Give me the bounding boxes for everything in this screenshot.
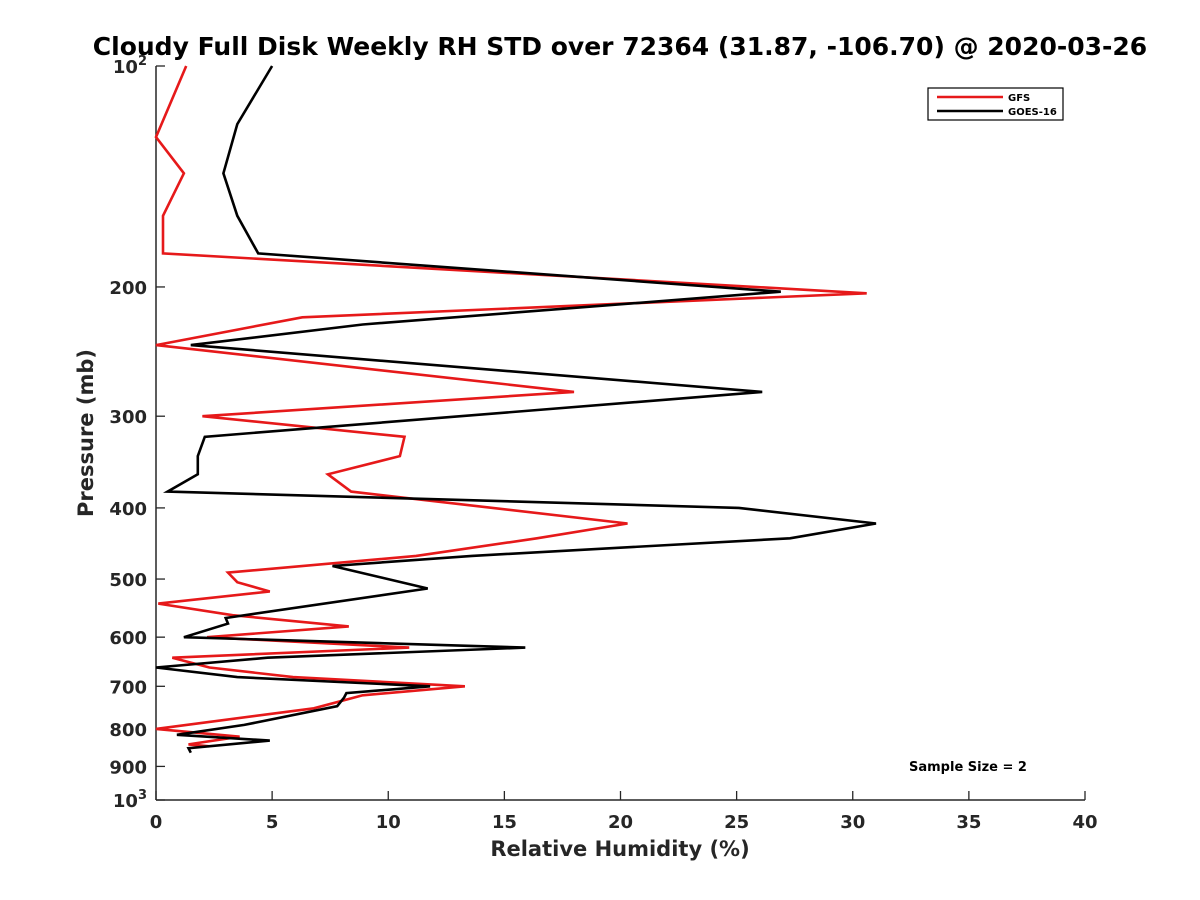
y-tick-label: 300	[109, 407, 147, 428]
x-tick-label: 30	[840, 812, 865, 833]
legend-box	[927, 87, 1064, 121]
y-axis-label: Pressure (mb)	[74, 349, 98, 517]
y-tick-label: 800	[109, 720, 147, 741]
x-tick-label: 5	[266, 812, 279, 833]
sample-size-annotation: Sample Size = 2	[909, 760, 1027, 775]
y-tick-label: 500	[109, 570, 147, 591]
x-tick-label: 15	[492, 812, 517, 833]
y-tick-label: 400	[109, 499, 147, 520]
x-tick-label: 35	[956, 812, 981, 833]
x-axis-ticks: 0 5 10 15 20 25 30 35 40	[150, 791, 1098, 833]
y-tick-label: 200	[109, 278, 147, 299]
x-tick-label: 20	[608, 812, 633, 833]
y-axis-ticks: 102 200 300 400 500 600 700 800 900 103	[109, 54, 165, 812]
y-tick-label: 900	[109, 757, 147, 778]
x-tick-label: 25	[724, 812, 749, 833]
series-layer	[154, 65, 877, 754]
legend: GFS GOES-16	[927, 87, 1064, 121]
x-tick-label: 10	[376, 812, 401, 833]
series-line-gfs	[154, 65, 867, 748]
x-tick-label: 0	[150, 812, 163, 833]
x-axis-label: Relative Humidity (%)	[490, 837, 749, 861]
y-tick-label: 600	[109, 628, 147, 649]
chart-title: Cloudy Full Disk Weekly RH STD over 7236…	[93, 32, 1147, 61]
y-tick-label: 103	[113, 788, 147, 812]
x-tick-label: 40	[1072, 812, 1097, 833]
y-tick-label: 102	[113, 54, 147, 78]
y-tick-label: 700	[109, 677, 147, 698]
legend-label: GOES-16	[1008, 107, 1057, 118]
legend-label: GFS	[1008, 93, 1030, 104]
series-line-goes-16	[155, 65, 877, 754]
